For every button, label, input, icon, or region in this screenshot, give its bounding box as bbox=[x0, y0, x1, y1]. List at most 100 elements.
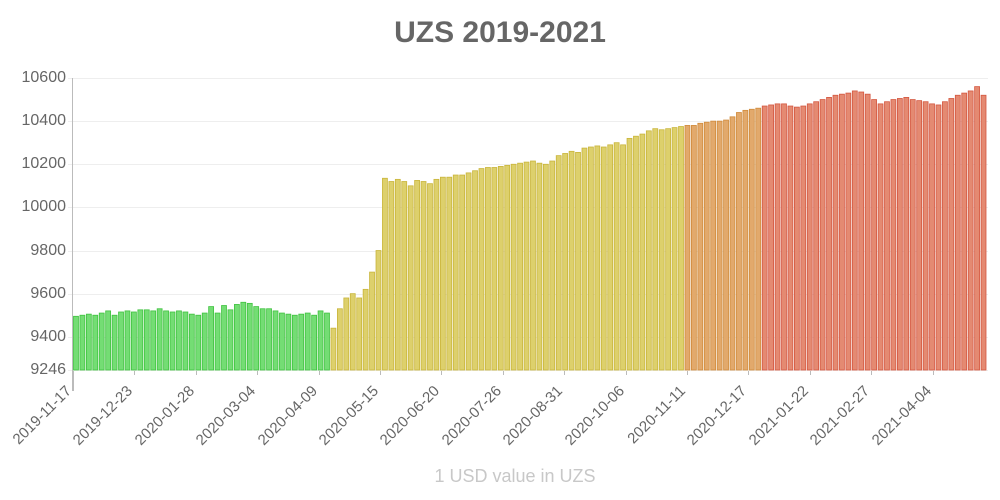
bar bbox=[645, 130, 652, 371]
bar bbox=[356, 297, 363, 371]
y-tick-label: 9800 bbox=[30, 241, 66, 259]
bar bbox=[427, 183, 433, 371]
bar bbox=[588, 146, 594, 371]
bar bbox=[246, 302, 253, 371]
bar bbox=[607, 144, 614, 371]
bar bbox=[877, 103, 884, 371]
bar bbox=[253, 306, 260, 371]
bar bbox=[658, 129, 665, 371]
bar bbox=[748, 108, 755, 371]
bar bbox=[105, 310, 112, 371]
bar bbox=[407, 185, 414, 371]
bar bbox=[781, 103, 787, 371]
bar bbox=[710, 120, 717, 371]
x-tick-mark bbox=[748, 371, 750, 375]
bar bbox=[839, 93, 845, 371]
bar bbox=[600, 146, 607, 371]
bar bbox=[716, 120, 723, 371]
bar bbox=[459, 174, 466, 371]
bar bbox=[298, 313, 305, 371]
bar bbox=[864, 93, 871, 371]
bar bbox=[208, 306, 215, 371]
bar bbox=[433, 178, 440, 371]
bar bbox=[896, 98, 903, 371]
bar bbox=[832, 94, 839, 371]
bar bbox=[337, 308, 343, 371]
bar bbox=[163, 310, 169, 371]
bar bbox=[871, 99, 877, 371]
bar bbox=[858, 91, 865, 371]
bar bbox=[967, 90, 974, 371]
bar bbox=[382, 177, 388, 371]
x-tick-mark bbox=[687, 371, 688, 375]
x-tick-mark bbox=[809, 371, 811, 375]
bar bbox=[929, 103, 935, 371]
grid-line bbox=[68, 370, 988, 371]
x-tick-mark bbox=[625, 371, 627, 375]
bar bbox=[131, 311, 137, 371]
bar bbox=[510, 163, 517, 371]
bar bbox=[504, 164, 511, 371]
x-tick-mark bbox=[932, 371, 934, 375]
x-tick-mark bbox=[871, 371, 873, 375]
bar bbox=[787, 105, 794, 371]
bar bbox=[79, 314, 86, 371]
bar bbox=[195, 314, 202, 371]
bar bbox=[414, 180, 420, 371]
bar bbox=[678, 126, 684, 371]
bar bbox=[826, 97, 832, 371]
bar bbox=[800, 105, 807, 371]
bar bbox=[903, 97, 910, 371]
bar bbox=[221, 305, 227, 371]
bar bbox=[304, 312, 311, 371]
y-tick-label: 9600 bbox=[30, 284, 66, 302]
bar bbox=[974, 86, 980, 371]
bar bbox=[523, 161, 530, 371]
bar bbox=[388, 181, 395, 371]
bar bbox=[452, 174, 459, 371]
chart-title: UZS 2019-2021 bbox=[394, 16, 606, 49]
x-axis-label: 1 USD value in UZS bbox=[434, 466, 596, 486]
x-tick-mark bbox=[195, 371, 197, 375]
bar bbox=[150, 310, 157, 371]
bar bbox=[176, 310, 182, 371]
y-tick-label: 10400 bbox=[21, 112, 67, 130]
bar bbox=[214, 312, 221, 371]
bar bbox=[73, 315, 79, 371]
bar bbox=[330, 327, 337, 371]
bar bbox=[478, 168, 485, 371]
bar bbox=[652, 128, 659, 371]
bar bbox=[201, 312, 208, 371]
bar bbox=[922, 101, 929, 371]
bar bbox=[549, 160, 556, 371]
bar bbox=[819, 99, 826, 371]
grid-line bbox=[68, 121, 988, 123]
bar bbox=[272, 310, 279, 371]
y-tick-label: 9246 bbox=[30, 361, 66, 378]
bar bbox=[916, 100, 923, 371]
bar bbox=[884, 101, 890, 371]
bar bbox=[394, 178, 401, 371]
x-tick-mark bbox=[380, 371, 381, 375]
bar bbox=[536, 162, 543, 371]
bar bbox=[671, 127, 678, 371]
bar bbox=[156, 308, 163, 371]
bar bbox=[703, 121, 710, 371]
x-tick-mark bbox=[73, 371, 74, 391]
bar bbox=[124, 310, 131, 371]
bar bbox=[594, 145, 601, 371]
bar bbox=[774, 103, 781, 371]
bar bbox=[639, 133, 646, 371]
x-tick-mark bbox=[564, 371, 566, 375]
bar bbox=[813, 101, 820, 371]
bar bbox=[497, 166, 504, 371]
y-tick-label: 10200 bbox=[21, 155, 67, 173]
bar bbox=[266, 308, 272, 371]
y-tick-label: 10000 bbox=[21, 198, 67, 216]
bar bbox=[188, 313, 195, 371]
bar bbox=[485, 167, 491, 371]
bar bbox=[935, 104, 942, 371]
bar bbox=[324, 312, 330, 371]
bar bbox=[465, 172, 472, 371]
bar bbox=[111, 314, 118, 371]
